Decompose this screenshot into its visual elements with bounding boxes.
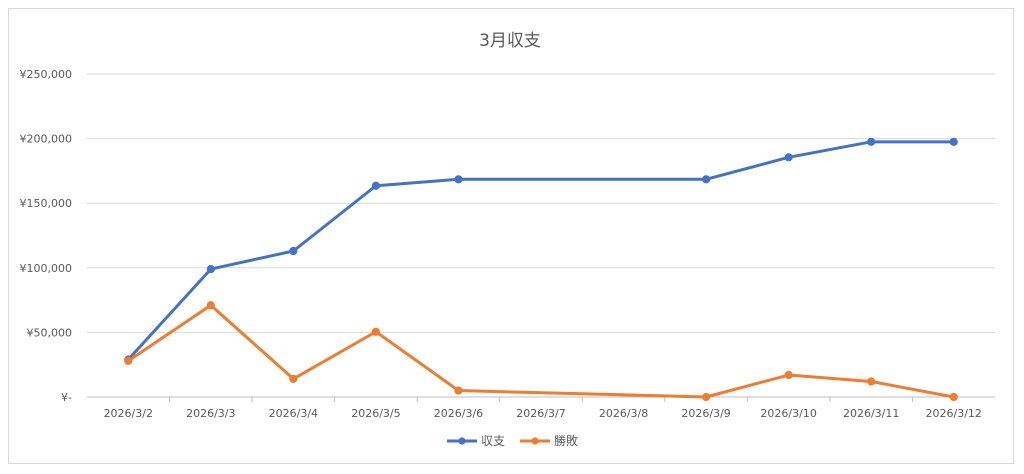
x-tick-label: 2026/3/8 — [599, 407, 648, 420]
y-tick-label: ¥150,000 — [20, 197, 73, 210]
data-point — [454, 386, 463, 395]
gridlines — [87, 73, 995, 398]
y-tick-label: ¥- — [61, 391, 72, 404]
data-point — [289, 374, 298, 384]
data-point — [949, 137, 958, 146]
data-point — [206, 301, 215, 310]
data-point — [371, 327, 381, 336]
data-point — [784, 370, 793, 380]
legend-swatch-marker — [458, 437, 466, 445]
chart-title: 3月収支 — [479, 31, 541, 51]
legend-label: 勝敗 — [554, 433, 578, 448]
x-tick-label: 2026/3/11 — [843, 407, 899, 420]
legend-label: 収支 — [481, 434, 505, 448]
data-point — [206, 264, 215, 274]
data-point — [701, 175, 711, 184]
y-tick-label: ¥50,000 — [27, 326, 73, 339]
data-point — [949, 392, 958, 402]
data-point — [371, 181, 381, 190]
x-tick-label: 2026/3/5 — [351, 407, 400, 420]
y-tick-label: ¥100,000 — [20, 262, 73, 275]
x-tick-label: 2026/3/2 — [104, 407, 153, 420]
legend-swatch-marker — [531, 437, 539, 445]
x-axis-ticks: 2026/3/2 2026/3/3 2026/3/4 2026/3/5 2026/3/6… — [104, 397, 982, 420]
data-point — [289, 246, 298, 256]
data-point — [454, 175, 463, 184]
y-tick-label: ¥250,000 — [20, 68, 73, 81]
legend: 収支 勝敗 — [447, 433, 578, 448]
data-point — [784, 153, 793, 162]
x-tick-label: 2026/3/3 — [186, 407, 235, 420]
series-line-1 — [126, 140, 956, 362]
data-point — [124, 356, 133, 365]
x-tick-label: 2026/3/6 — [434, 407, 483, 420]
x-tick-label: 2026/3/4 — [269, 407, 318, 420]
y-tick-label: ¥200,000 — [20, 133, 73, 146]
data-point — [867, 377, 876, 386]
x-tick-label: 2026/3/7 — [516, 407, 565, 420]
x-tick-label: 2026/3/12 — [926, 407, 982, 420]
chart-frame — [8, 8, 1014, 464]
series-layer — [124, 137, 958, 402]
x-tick-label: 2026/3/10 — [760, 407, 816, 420]
y-axis-ticks: ¥- ¥50,000 ¥100,000 ¥150,000 ¥200,000 ¥250,00… — [20, 68, 73, 404]
series-line-2 — [126, 303, 956, 399]
data-point — [701, 392, 711, 402]
data-point — [867, 137, 876, 146]
x-tick-label: 2026/3/9 — [681, 407, 730, 420]
